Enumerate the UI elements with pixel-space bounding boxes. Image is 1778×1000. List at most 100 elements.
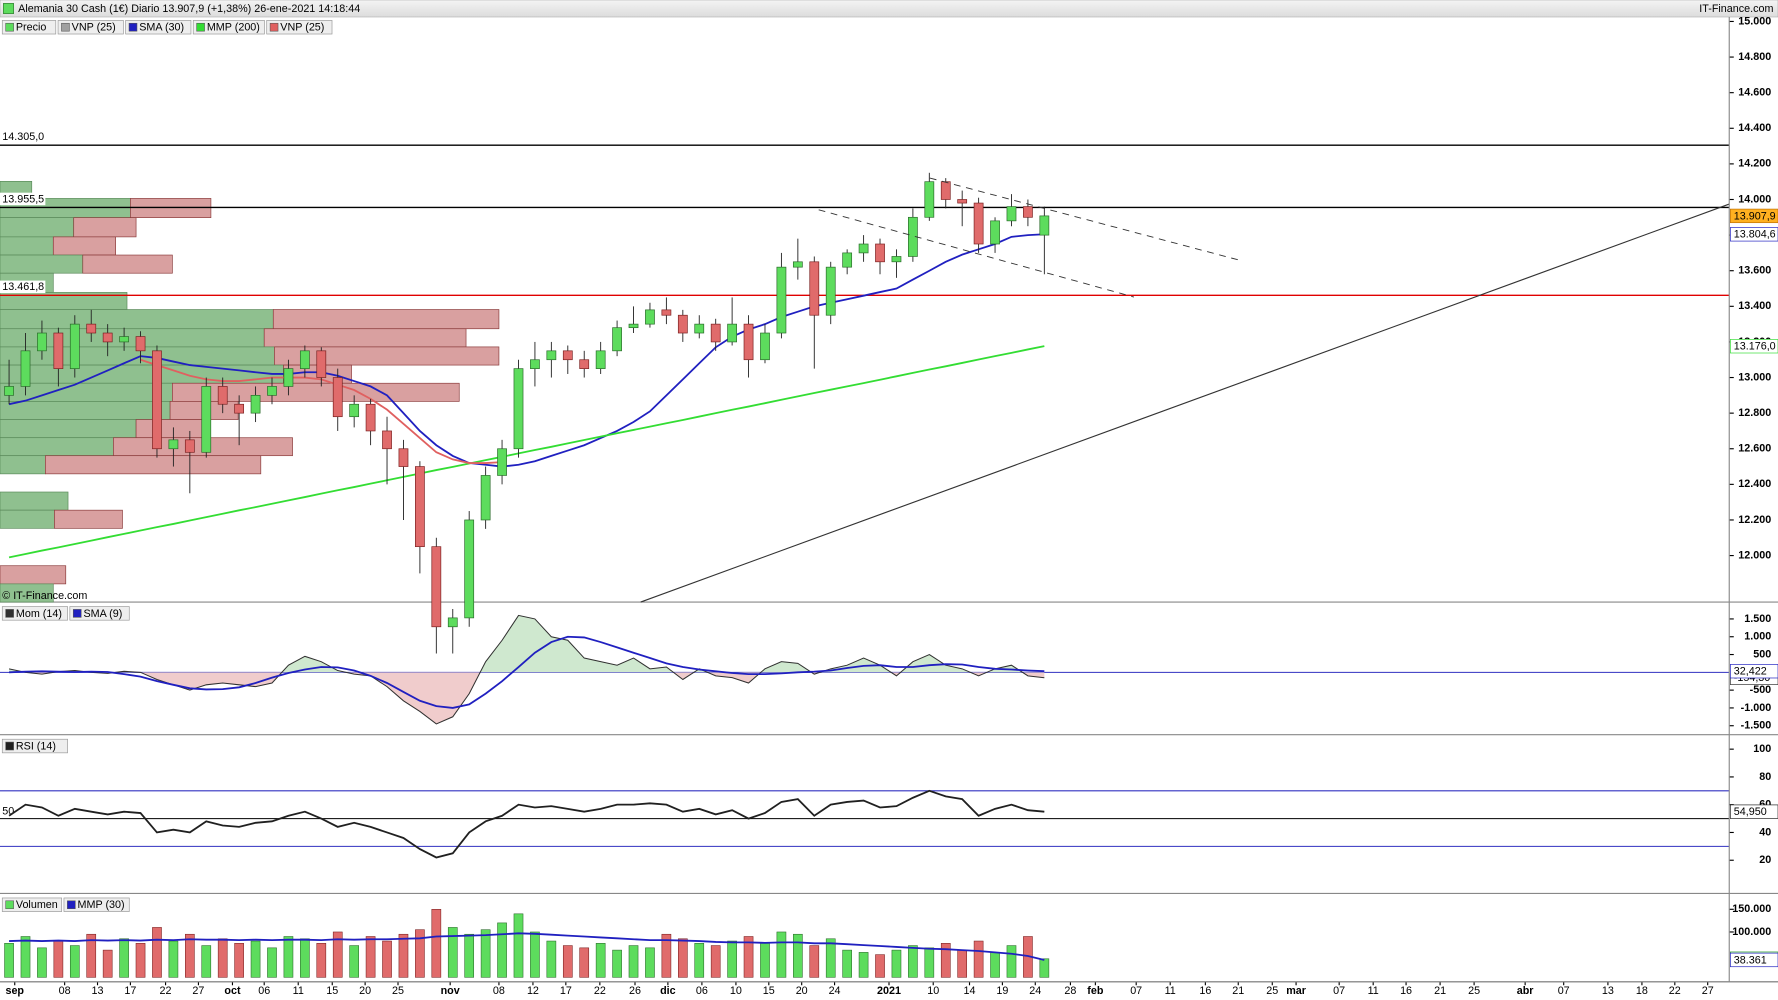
y-tick-label: 12.600 xyxy=(1738,443,1771,455)
candle-body xyxy=(825,266,836,316)
y-tick-label: 150.000 xyxy=(1732,903,1771,915)
volume-bar xyxy=(447,927,458,978)
candle-body xyxy=(299,350,310,369)
candle-body xyxy=(20,350,31,387)
candle-body xyxy=(694,323,705,334)
legend-label: Volumen xyxy=(16,899,58,911)
x-tick-label: abr xyxy=(1517,985,1535,997)
x-tick-label: 20 xyxy=(796,985,808,997)
header-icon xyxy=(3,3,14,14)
profile-down xyxy=(45,455,262,475)
legend-swatch xyxy=(61,22,70,32)
legend-swatch xyxy=(128,22,138,32)
volume-bar xyxy=(119,938,129,978)
y-tick-label: 20 xyxy=(1759,854,1771,866)
level-label-bg xyxy=(0,280,46,294)
area-positive xyxy=(9,615,1045,673)
level-label: 13.461,8 xyxy=(2,281,44,293)
candle-body xyxy=(184,439,195,453)
y-tick-label: 13.600 xyxy=(1738,265,1771,277)
x-tick-label: 06 xyxy=(696,985,708,997)
y-tick-label: 14.600 xyxy=(1738,87,1771,99)
x-tick-label: 2021 xyxy=(877,985,901,997)
value-tag-text: 54,950 xyxy=(1734,806,1767,818)
profile-up xyxy=(0,455,46,475)
x-tick-label: 27 xyxy=(192,985,204,997)
y-tick-label: 100 xyxy=(1753,743,1771,755)
candle-body xyxy=(710,323,721,343)
candle-body xyxy=(645,309,655,325)
legend-box xyxy=(266,20,333,35)
candle-body xyxy=(1023,206,1033,218)
legend-box xyxy=(1,606,68,621)
volume-bar xyxy=(661,933,672,978)
legend-swatch xyxy=(5,741,14,751)
legend-swatch xyxy=(5,22,14,32)
series-line xyxy=(9,932,1045,961)
channel-line xyxy=(929,177,1242,262)
series-line xyxy=(9,635,1045,709)
candle-body xyxy=(365,403,376,432)
legend-label: MMP (30) xyxy=(78,899,125,911)
candle-body xyxy=(924,181,935,218)
volume-bar xyxy=(332,931,343,978)
legend-swatch xyxy=(196,22,205,32)
legend-label: Mom (14) xyxy=(16,608,62,620)
candle-body xyxy=(891,256,902,263)
value-tag-text: 38.361 xyxy=(1734,954,1767,966)
level-label-bg xyxy=(0,130,46,143)
x-tick-label: sep xyxy=(5,985,24,997)
series-line xyxy=(8,345,1045,559)
y-tick-label: 500 xyxy=(1753,648,1771,660)
volume-bar xyxy=(234,943,244,978)
volume-bar xyxy=(825,938,836,978)
value-tag xyxy=(1730,804,1778,819)
value-tag-text: 13.176,0 xyxy=(1734,341,1776,353)
brand: IT-Finance.com xyxy=(1699,3,1773,15)
profile-down xyxy=(52,236,117,256)
value-tag xyxy=(1730,664,1778,679)
profile-down xyxy=(73,217,137,238)
legend-swatch xyxy=(72,609,82,618)
y-tick-label: 15.000 xyxy=(1738,15,1771,27)
candle-body xyxy=(792,261,803,268)
legend-swatch xyxy=(5,900,14,910)
x-tick-label: 10 xyxy=(927,985,939,997)
candle-body xyxy=(398,448,409,467)
x-tick-label: 11 xyxy=(1165,985,1176,997)
candle-body xyxy=(102,332,113,343)
volume-bar xyxy=(940,943,951,978)
y-tick-label: 14.800 xyxy=(1738,51,1771,63)
x-tick-label: nov xyxy=(441,985,460,997)
volume-bar xyxy=(562,945,573,978)
x-tick-label: 10 xyxy=(730,985,742,997)
volume-bar xyxy=(628,945,639,978)
x-tick-label: 11 xyxy=(1368,985,1379,997)
y-tick-label: 13.400 xyxy=(1738,300,1771,312)
volume-bar xyxy=(858,952,869,978)
value-tag-text: 13.804,6 xyxy=(1734,229,1776,241)
x-tick-label: 11 xyxy=(293,985,304,997)
candle-body xyxy=(727,323,737,343)
legend-box xyxy=(69,606,130,621)
candle-body xyxy=(217,386,228,405)
candle-body xyxy=(53,332,64,369)
volume-bar xyxy=(612,949,622,978)
legend-swatch xyxy=(269,22,279,32)
candle-body xyxy=(234,403,245,414)
x-tick-label: feb xyxy=(1087,985,1104,997)
legend-box xyxy=(125,20,192,35)
x-tick-label: 17 xyxy=(560,985,572,997)
profile-up xyxy=(0,309,274,330)
x-tick-label: 26 xyxy=(629,985,641,997)
volume-bar xyxy=(349,945,359,978)
value-tag-text: 13.907,9 xyxy=(1734,210,1776,222)
x-tick-label: 18 xyxy=(1636,985,1648,997)
x-tick-label: 14 xyxy=(964,985,976,997)
candle-body xyxy=(760,332,770,361)
candle-body xyxy=(480,475,491,521)
y-tick-label: -1.500 xyxy=(1741,720,1772,732)
y-tick-label: 12.400 xyxy=(1738,478,1771,490)
legend-label: Precio xyxy=(16,22,47,34)
